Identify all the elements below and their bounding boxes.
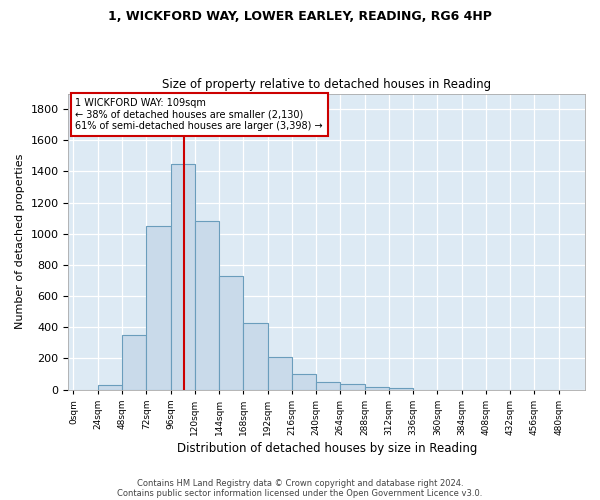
Bar (146, 226, 170, 390)
Bar (268, 357, 292, 390)
Bar (316, 382, 340, 390)
Text: Contains HM Land Registry data © Crown copyright and database right 2024.: Contains HM Land Registry data © Crown c… (137, 478, 463, 488)
Bar (292, 374, 316, 390)
Title: Size of property relative to detached houses in Reading: Size of property relative to detached ho… (162, 78, 491, 91)
Bar (243, 322, 268, 390)
Bar (195, 222, 219, 390)
Text: Contains public sector information licensed under the Open Government Licence v3: Contains public sector information licen… (118, 488, 482, 498)
Bar (365, 387, 389, 390)
Bar (170, 164, 195, 390)
Bar (98, 385, 122, 390)
X-axis label: Distribution of detached houses by size in Reading: Distribution of detached houses by size … (176, 442, 477, 455)
Bar (219, 276, 243, 390)
Bar (340, 384, 365, 390)
Text: 1, WICKFORD WAY, LOWER EARLEY, READING, RG6 4HP: 1, WICKFORD WAY, LOWER EARLEY, READING, … (108, 10, 492, 23)
Bar (389, 388, 413, 390)
Y-axis label: Number of detached properties: Number of detached properties (15, 154, 25, 330)
Text: 1 WICKFORD WAY: 109sqm
← 38% of detached houses are smaller (2,130)
61% of semi-: 1 WICKFORD WAY: 109sqm ← 38% of detached… (76, 98, 323, 132)
Bar (122, 335, 146, 390)
